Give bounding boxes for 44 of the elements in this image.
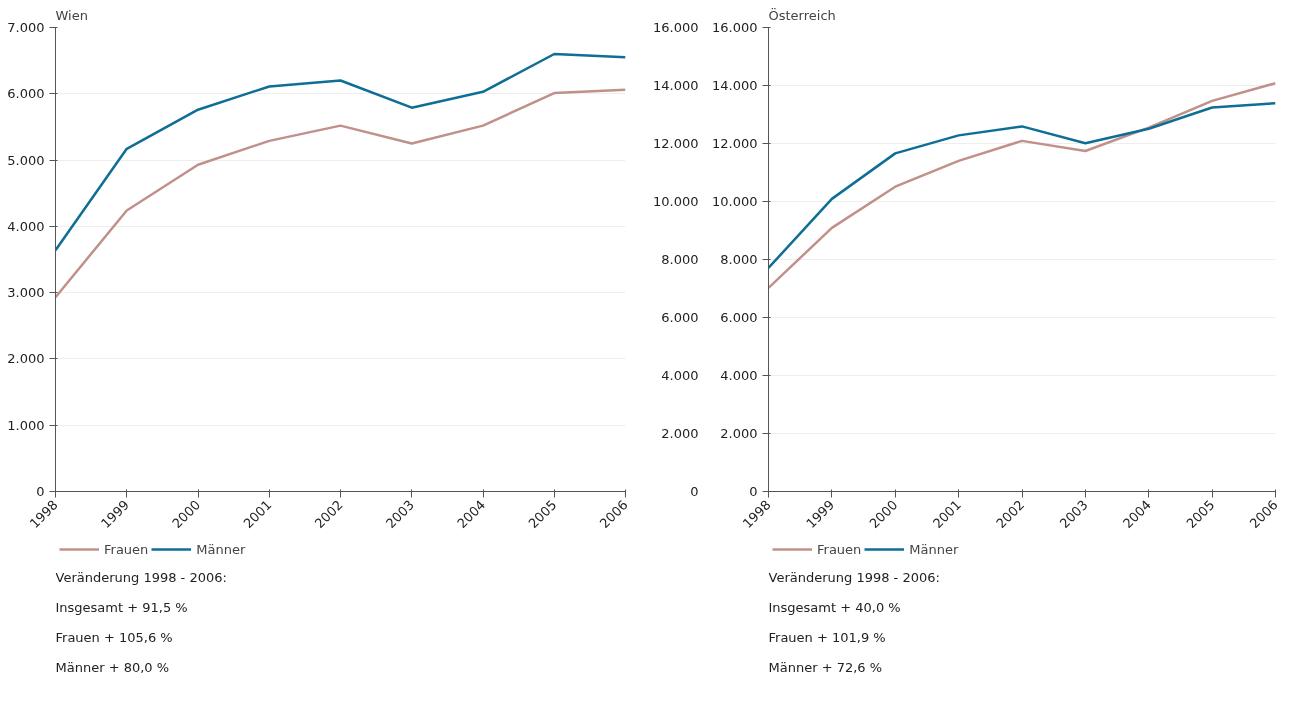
y-tick-label: 4.000 <box>661 368 699 383</box>
y-tick-label: 6.000 <box>7 86 45 102</box>
y2-tick-label: 4.000 <box>720 368 758 383</box>
legend-label: Männer <box>196 541 246 557</box>
y2-tick-label: 0 <box>749 484 758 499</box>
y2-tick-label: 6.000 <box>720 310 758 325</box>
text: Männer + 72,6 % <box>768 660 883 675</box>
y-tick-label: 2.000 <box>661 426 699 441</box>
y-tick-label: 3.000 <box>7 285 45 301</box>
y-tick-label: 7.000 <box>7 20 45 35</box>
y-tick-label: 2.000 <box>7 351 45 367</box>
y2-tick-label: 8.000 <box>720 252 758 267</box>
text: Insgesamt + 91,5 % <box>55 600 188 615</box>
y-tick-label: 16.000 <box>653 20 699 35</box>
y-tick-label: 12.000 <box>653 136 699 151</box>
y-tick-label: 1.000 <box>7 417 45 433</box>
chart-title: Österreich <box>768 6 836 23</box>
line-series <box>55 88 626 299</box>
y2-tick-label: 16.000 <box>712 20 758 35</box>
text: Veränderung 1998 - 2006: <box>768 570 940 585</box>
y2-tick-label: 2.000 <box>720 426 758 441</box>
line-series <box>55 52 626 252</box>
y2-tick-label: 14.000 <box>712 78 758 93</box>
y-tick-label: 0 <box>36 484 45 499</box>
text: Männer + 80,0 % <box>55 660 170 675</box>
line-series <box>768 81 1276 290</box>
y2-tick-label: 10.000 <box>712 194 758 209</box>
text: Frauen + 101,9 % <box>768 630 886 645</box>
text: Insgesamt + 40,0 % <box>768 600 901 615</box>
legend-label: Frauen <box>104 541 149 557</box>
y-tick-label: 0 <box>690 484 699 499</box>
y-tick-label: 4.000 <box>7 218 45 234</box>
y-tick-label: 6.000 <box>661 310 699 325</box>
y-tick-label: 10.000 <box>653 194 699 209</box>
y-tick-label: 14.000 <box>653 78 699 93</box>
chart-title: Wien <box>55 7 88 23</box>
line-series <box>768 101 1276 270</box>
y-tick-label: 5.000 <box>7 152 45 168</box>
legend-label: Männer <box>909 541 959 557</box>
text: Frauen + 105,6 % <box>55 630 173 645</box>
text: Veränderung 1998 - 2006: <box>55 570 227 585</box>
legend-label: Frauen <box>817 541 862 557</box>
y-tick-label: 8.000 <box>661 252 699 267</box>
y2-tick-label: 12.000 <box>712 136 758 151</box>
